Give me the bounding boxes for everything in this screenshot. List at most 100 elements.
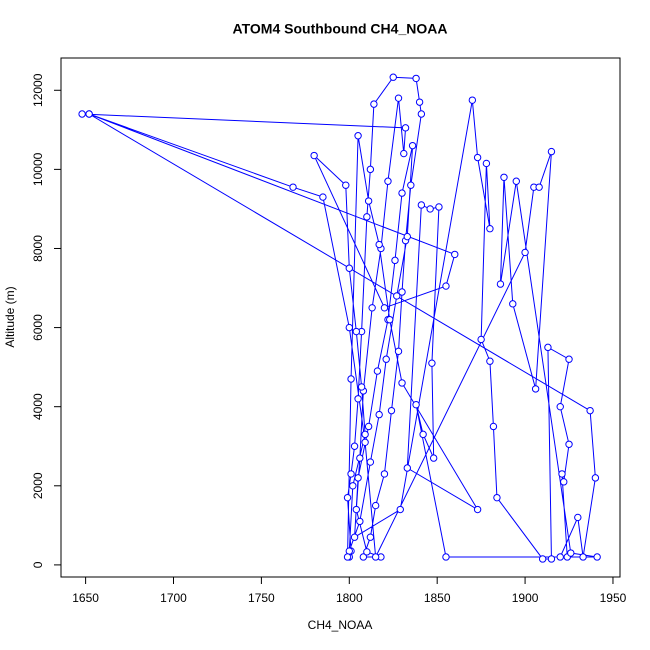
data-point <box>396 505 404 514</box>
y-tick-label: 0 <box>31 561 45 568</box>
data-point <box>345 547 353 555</box>
data-point <box>538 555 547 563</box>
data-point <box>361 438 369 446</box>
data-point <box>398 189 406 197</box>
data-point <box>556 553 564 561</box>
y-tick-label: 4000 <box>31 393 45 420</box>
data-point <box>398 379 406 387</box>
data-point <box>435 203 443 211</box>
data-point <box>489 422 498 431</box>
y-tick-label: 10000 <box>31 152 45 186</box>
data-point <box>345 323 353 332</box>
data-point <box>371 553 380 561</box>
data-point <box>342 181 350 189</box>
data-point <box>417 110 426 118</box>
data-point <box>403 464 411 472</box>
data-point <box>357 383 366 391</box>
data-line <box>82 76 598 560</box>
data-point <box>442 553 450 561</box>
x-axis-label: CH4_NOAA <box>308 618 373 632</box>
data-point <box>354 132 362 140</box>
data-point <box>496 280 505 288</box>
data-point <box>375 410 383 419</box>
data-point <box>354 474 362 482</box>
y-tick-label: 8000 <box>31 235 45 262</box>
data-point <box>556 402 564 411</box>
data-point <box>482 159 491 168</box>
x-tick-label: 1800 <box>336 591 363 605</box>
data-point <box>366 533 375 541</box>
data-point <box>560 478 568 486</box>
data-point <box>354 395 362 403</box>
data-point <box>407 181 415 189</box>
data-point <box>393 292 401 300</box>
data-point <box>368 304 376 312</box>
x-tick-label: 1850 <box>424 591 451 605</box>
data-point <box>521 248 529 257</box>
data-point <box>347 470 355 478</box>
data-point <box>547 555 556 563</box>
data-point <box>493 493 501 502</box>
data-point <box>586 406 594 415</box>
data-point <box>343 553 352 561</box>
data-point <box>373 367 382 375</box>
data-point <box>364 197 373 205</box>
data-point <box>531 385 540 393</box>
data-point <box>567 549 575 557</box>
data-point <box>408 141 417 150</box>
data-point <box>451 250 459 259</box>
data-point <box>403 232 411 241</box>
data-point <box>473 505 482 514</box>
chart-title: ATOM4 Southbound CH4_NOAA <box>233 21 448 37</box>
data-point <box>382 355 390 363</box>
data-point <box>363 213 371 221</box>
x-tick-label: 1750 <box>248 591 275 605</box>
data-point <box>361 430 369 439</box>
data-point <box>509 300 517 308</box>
data-point <box>366 165 375 174</box>
data-point <box>85 110 93 118</box>
x-tick-label: 1900 <box>512 591 539 605</box>
data-point <box>593 553 601 561</box>
x-tick-label: 1650 <box>72 591 99 605</box>
y-tick-label: 12000 <box>31 73 45 107</box>
data-point <box>380 304 389 312</box>
data-point <box>400 149 408 158</box>
data-point <box>356 517 364 526</box>
data-point <box>347 375 355 383</box>
data-point <box>345 264 353 272</box>
data-point <box>386 315 394 324</box>
data-point <box>370 100 378 108</box>
data-point <box>417 201 426 209</box>
data-point <box>535 183 543 191</box>
data-point <box>363 548 371 556</box>
data-point <box>401 124 410 132</box>
data-point <box>352 505 361 514</box>
data-point <box>468 96 477 104</box>
data-point <box>375 240 383 249</box>
data-point <box>371 501 380 510</box>
data-point <box>366 458 375 466</box>
data-point <box>319 193 327 201</box>
data-point <box>442 282 450 290</box>
data-point <box>380 470 389 478</box>
data-point <box>473 153 482 162</box>
data-point <box>500 173 508 181</box>
data-point <box>415 98 424 106</box>
data-point <box>350 442 359 450</box>
data-point <box>398 288 406 296</box>
x-tick-label: 1700 <box>160 591 187 605</box>
data-point <box>394 347 403 356</box>
data-point <box>426 205 434 213</box>
data-point <box>389 73 397 81</box>
data-point <box>350 533 359 541</box>
data-point <box>558 470 566 478</box>
data-point <box>387 406 396 415</box>
y-tick-label: 2000 <box>31 472 45 499</box>
data-point <box>394 94 403 102</box>
data-point <box>78 110 86 118</box>
data-point <box>352 327 361 336</box>
data-point <box>428 359 436 367</box>
data-point <box>310 151 318 160</box>
data-point <box>477 335 485 344</box>
